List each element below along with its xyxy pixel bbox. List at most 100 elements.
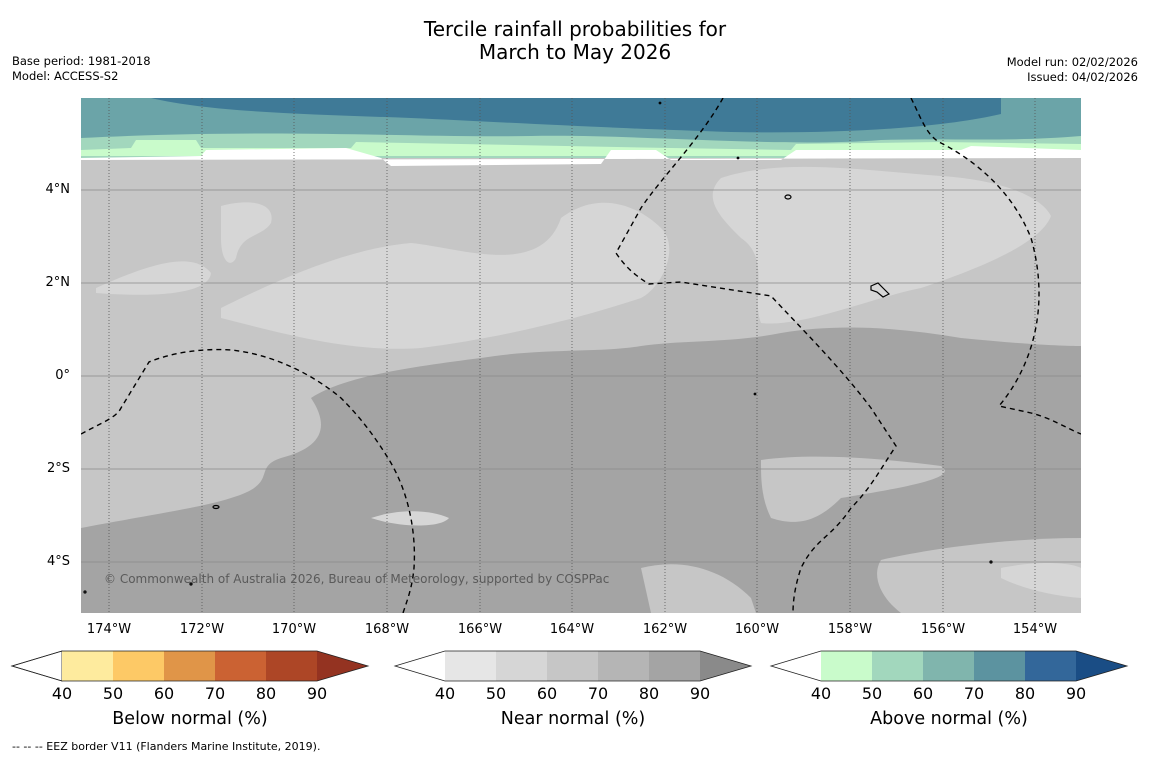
island-outline	[212, 504, 220, 510]
colorbar-tick: 90	[306, 684, 328, 703]
colorbar-below	[10, 650, 370, 682]
island-outline	[83, 590, 87, 594]
colorbar-segment	[872, 651, 923, 681]
title-line-1: Tercile rainfall probabilities for	[423, 17, 727, 41]
title-line-2: March to May 2026	[478, 40, 672, 64]
lon-label: 154°W	[1012, 622, 1058, 637]
islands	[83, 101, 993, 594]
near-normal-40-patch	[221, 202, 272, 263]
graticule	[81, 98, 1081, 613]
colorbar-tick: 80	[1014, 684, 1036, 703]
lon-label: 174°W	[86, 622, 132, 637]
colorbar-segment	[164, 651, 215, 681]
eez-border	[910, 98, 1081, 435]
meta-right: Model run: 02/02/2026 Issued: 04/02/2026	[1007, 55, 1138, 85]
colorbar-outline	[393, 650, 753, 682]
colorbar-segment	[649, 651, 700, 681]
colorbar-tick: 60	[153, 684, 175, 703]
eez-border	[615, 98, 897, 613]
island-outline	[736, 156, 740, 160]
colorbar-segment	[923, 651, 974, 681]
map-title: Tercile rainfall probabilities for March…	[0, 18, 1150, 64]
island-outline	[753, 392, 757, 396]
colorbar-segment	[821, 651, 872, 681]
colorbar-segment	[62, 651, 113, 681]
near-normal-50-patch	[877, 538, 1081, 613]
issued-date: Issued: 04/02/2026	[1027, 70, 1138, 84]
colorbar-segment	[445, 651, 496, 681]
island-outline	[784, 194, 792, 200]
lon-label: 166°W	[457, 622, 503, 637]
lon-label: 158°W	[827, 622, 873, 637]
probability-map[interactable]	[81, 98, 1081, 613]
near-normal-40-patch	[221, 202, 670, 349]
meta-left: Base period: 1981-2018 Model: ACCESS-S2	[12, 54, 151, 84]
colorbar-tick: 70	[204, 684, 226, 703]
colorbar-segment	[266, 651, 317, 681]
colorbar-segment	[113, 651, 164, 681]
colorbar-segment	[598, 651, 649, 681]
lon-label: 172°W	[179, 622, 225, 637]
lat-label-2s: 2°S	[46, 461, 70, 476]
colorbar-outline	[10, 650, 370, 682]
colorbar-tick: 70	[587, 684, 609, 703]
colorbar-tick: 40	[434, 684, 456, 703]
colorbar-tick: 80	[255, 684, 277, 703]
island-outline	[989, 560, 993, 564]
colorbar-title-above: Above normal (%)	[870, 709, 1028, 729]
lon-label: 168°W	[364, 622, 410, 637]
island-outline	[870, 282, 891, 298]
colorbar-segment	[496, 651, 547, 681]
copyright-notice: © Commonwealth of Australia 2026, Bureau…	[104, 572, 610, 586]
lat-label-0: 0°	[55, 368, 70, 383]
colorbar-tick: 70	[963, 684, 985, 703]
colorbar-tick: 40	[810, 684, 832, 703]
lon-label: 160°W	[734, 622, 780, 637]
colorbar-tick: 90	[1065, 684, 1087, 703]
near-normal-40-patch	[1001, 563, 1081, 598]
colorbar-tick: 90	[689, 684, 711, 703]
lat-label-2n: 2°N	[45, 275, 71, 290]
lon-label: 162°W	[642, 622, 688, 637]
colorbar-tick: 50	[485, 684, 507, 703]
colorbar-segment	[547, 651, 598, 681]
colorbar-near	[393, 650, 753, 682]
island-outline	[189, 582, 193, 586]
lat-label-4n: 4°N	[45, 182, 71, 197]
colorbar-outline	[769, 650, 1129, 682]
colorbar-segment	[1076, 651, 1127, 681]
colorbars	[10, 650, 1129, 682]
near-normal-50-patch	[761, 456, 945, 522]
near-normal-40-patch	[712, 166, 1051, 324]
eez-border	[81, 348, 416, 613]
eez-legend-note: -- -- -- EEZ border V11 (Flanders Marine…	[12, 740, 321, 753]
colorbar-segment	[317, 651, 368, 681]
colorbar-tick: 50	[861, 684, 883, 703]
eez-borders	[81, 98, 1081, 613]
colorbar-segment	[700, 651, 751, 681]
near-normal-40-patch	[96, 261, 211, 295]
lat-label-4s: 4°S	[46, 554, 70, 569]
above-normal-80-band	[151, 98, 1001, 133]
island-outline	[658, 101, 662, 105]
model-run: Model run: 02/02/2026	[1006, 55, 1138, 69]
colorbar-segment	[395, 651, 445, 681]
lon-label: 164°W	[549, 622, 595, 637]
colorbar-tick: 40	[51, 684, 73, 703]
near-normal-40-patch	[371, 511, 449, 526]
base-period: Base period: 1981-2018	[12, 54, 151, 68]
colorbar-segment	[771, 651, 821, 681]
colorbar-segment	[215, 651, 266, 681]
model-name: Model: ACCESS-S2	[12, 69, 119, 83]
near-normal-60-region	[81, 327, 1081, 613]
lon-label: 156°W	[920, 622, 966, 637]
near-normal-50-patch	[641, 564, 756, 613]
colorbar-tick: 60	[536, 684, 558, 703]
colorbar-tick: 80	[638, 684, 660, 703]
colorbar-above	[769, 650, 1129, 682]
colorbar-segment	[1025, 651, 1076, 681]
colorbar-tick: 50	[102, 684, 124, 703]
missing-data-band	[81, 146, 1081, 166]
colorbar-title-below: Below normal (%)	[112, 709, 268, 729]
colorbar-segment	[974, 651, 1025, 681]
